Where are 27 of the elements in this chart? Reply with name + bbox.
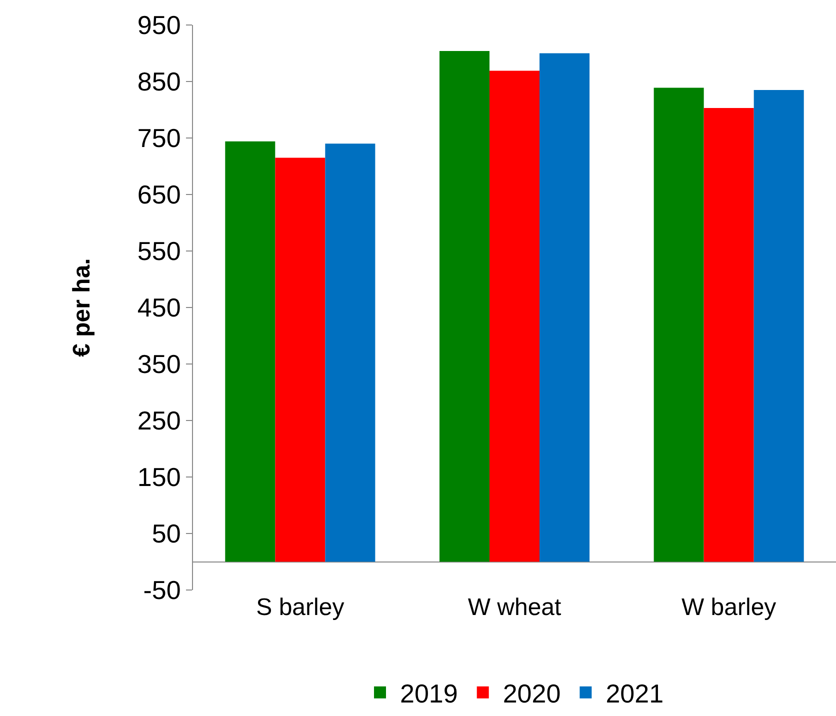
bar <box>754 90 804 562</box>
y-tick-label: 650 <box>137 180 181 210</box>
y-tick-label: 950 <box>137 10 181 40</box>
y-tick-label: 750 <box>137 123 181 154</box>
y-axis-title: € per ha. <box>68 258 96 357</box>
x-tick-label: W barley <box>681 594 776 621</box>
y-tick-label: 550 <box>137 236 181 266</box>
bar <box>225 141 276 562</box>
legend-label: 2020 <box>502 678 561 709</box>
legend-label: 2019 <box>400 678 458 709</box>
bar <box>439 50 490 562</box>
y-tick-label: 150 <box>137 462 181 492</box>
bar <box>325 144 376 562</box>
bar <box>704 108 754 562</box>
y-tick-label: 350 <box>137 349 181 380</box>
legend-label: 2021 <box>606 678 664 709</box>
bar <box>540 53 590 562</box>
x-tick-label: W wheat <box>468 594 562 621</box>
bar <box>275 158 326 562</box>
bar <box>489 70 540 562</box>
y-tick-label: 850 <box>137 66 181 97</box>
y-tick-label: 50 <box>152 518 181 549</box>
x-tick-label: S barley <box>256 594 344 621</box>
bar <box>654 88 704 562</box>
y-tick-label: 450 <box>137 292 181 323</box>
y-tick-label: -50 <box>143 575 181 606</box>
y-tick-label: 250 <box>137 406 181 436</box>
